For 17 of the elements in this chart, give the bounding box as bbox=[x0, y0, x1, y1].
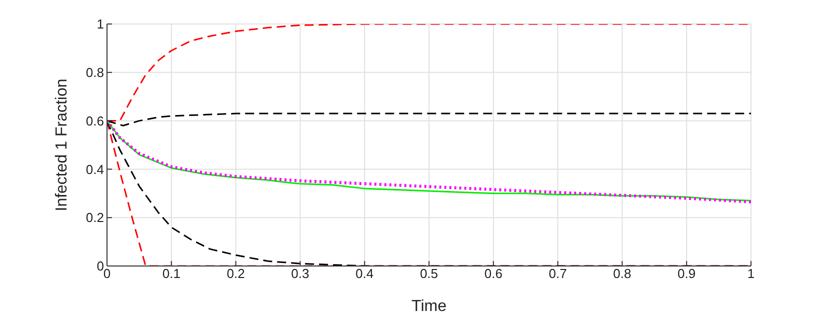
y-tick-label: 0.6 bbox=[86, 113, 104, 128]
x-tick-label: 0.5 bbox=[420, 266, 438, 282]
x-axis-title: Time bbox=[412, 298, 447, 315]
x-tick-label: 0.8 bbox=[613, 266, 632, 282]
y-axis-title: Infected 1 Fraction bbox=[54, 78, 71, 212]
x-tick-label: 0.6 bbox=[484, 266, 502, 282]
y-tick-label: 1 bbox=[96, 16, 104, 32]
x-tick-label: 1 bbox=[747, 266, 755, 282]
x-tick-label: 0.2 bbox=[226, 266, 245, 282]
x-tick-label: 0.4 bbox=[356, 266, 374, 282]
y-tick-label: 0.4 bbox=[86, 162, 104, 177]
x-tick-label: 0.7 bbox=[548, 266, 567, 282]
y-tick-label: 0.2 bbox=[86, 210, 104, 226]
x-tick-label: 0.9 bbox=[678, 266, 696, 282]
x-tick-label: 0.3 bbox=[291, 266, 310, 282]
y-tick-label: 0.8 bbox=[86, 65, 104, 80]
x-tick-label: 0.1 bbox=[162, 266, 180, 282]
